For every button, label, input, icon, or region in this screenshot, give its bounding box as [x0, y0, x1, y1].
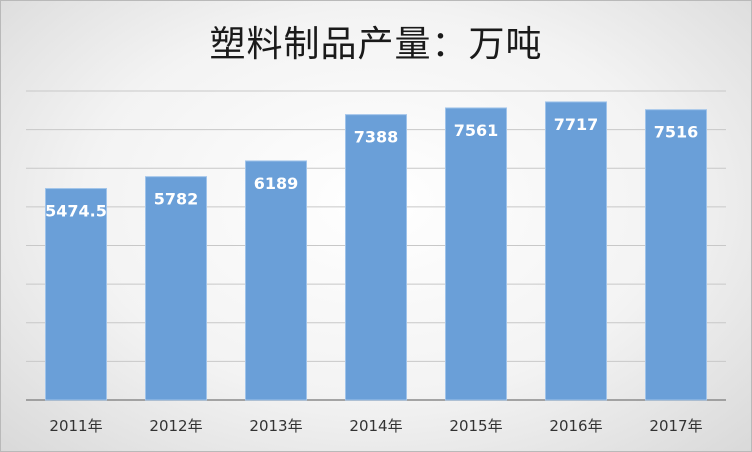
bar	[445, 107, 507, 401]
x-tick-label: 2017年	[649, 417, 702, 435]
x-tick-label: 2011年	[49, 417, 102, 435]
bar	[545, 101, 607, 401]
chart-title: 塑料制品产量：万吨	[209, 24, 543, 65]
bar	[245, 160, 307, 401]
x-tick-label: 2013年	[249, 417, 302, 435]
x-tick-label: 2015年	[449, 417, 502, 435]
x-tick-labels: 2011年 2012年 2013年 2014年 2015年 2016年 2017年	[49, 417, 702, 435]
bar	[345, 114, 407, 401]
bar-value-label: 6189	[254, 174, 299, 193]
bar	[645, 109, 707, 401]
x-tick-label: 2012年	[149, 417, 202, 435]
bars	[45, 101, 707, 401]
x-tick-label: 2016年	[549, 417, 602, 435]
bar-value-label: 7516	[654, 123, 699, 142]
bar	[45, 188, 107, 401]
bar-value-label: 5474.5	[45, 202, 107, 221]
bar-value-label: 7388	[354, 128, 399, 147]
bar-value-label: 5782	[154, 190, 199, 209]
bar	[145, 176, 207, 401]
value-labels: 5474.5 5782 6189 7388 7561 7717 7516	[45, 115, 698, 221]
bar-value-label: 7561	[454, 121, 499, 140]
bar-value-label: 7717	[554, 115, 599, 134]
x-tick-label: 2014年	[349, 417, 402, 435]
